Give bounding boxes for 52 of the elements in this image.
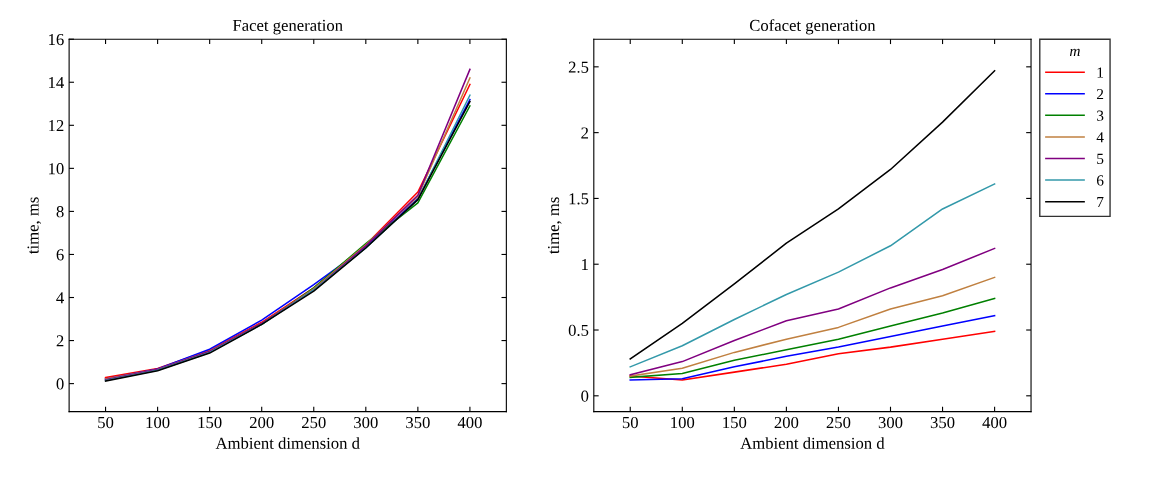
x-tick-label: 50: [98, 416, 114, 429]
x-tick-label: 250: [826, 416, 851, 429]
legend-label: 1: [1097, 67, 1104, 78]
x-tick-label: 350: [406, 416, 430, 429]
x-tick-label: 200: [774, 416, 799, 429]
y-axis-title: time, ms: [27, 197, 42, 254]
line-series: [629, 330, 996, 381]
y-tick-label: 16: [49, 33, 64, 46]
y-tick-label: 0: [581, 390, 589, 402]
x-tick-label: 350: [930, 416, 955, 429]
line-series: [629, 297, 996, 379]
x-tick-label: 250: [302, 416, 326, 429]
x-tick-label: 300: [878, 416, 903, 429]
legend-title: m: [1069, 48, 1080, 56]
legend-label: 6: [1096, 175, 1104, 186]
y-tick-label: 2: [581, 127, 589, 139]
y-tick-label: 12: [49, 120, 64, 132]
y-tick-label: 1: [582, 259, 588, 270]
line-series: [629, 314, 996, 381]
x-tick-label: 300: [354, 416, 378, 429]
y-tick-label: 0: [56, 378, 64, 390]
chart-title: Facet generation: [232, 19, 343, 35]
y-tick-label: 1.5: [569, 193, 589, 205]
line-series: [629, 183, 996, 368]
y-tick-label: 0.5: [568, 324, 589, 337]
y-tick-label: 2.5: [568, 61, 589, 73]
legend-label: 4: [1096, 132, 1104, 143]
y-tick-label: 6: [56, 249, 64, 261]
x-tick-label: 400: [982, 416, 1007, 429]
x-tick-label: 100: [671, 416, 695, 429]
x-axis-title: Ambient dimension d: [215, 437, 360, 449]
line-series: [629, 276, 996, 377]
x-tick-label: 200: [249, 416, 274, 429]
line-series: [629, 70, 996, 360]
x-tick-label: 50: [622, 416, 638, 429]
chart-title: Cofacet generation: [749, 19, 876, 35]
line-series: [629, 247, 996, 376]
legend-label: 5: [1097, 153, 1104, 164]
y-axis-title: time, ms: [547, 197, 562, 254]
y-tick-label: 14: [49, 77, 64, 89]
legend-label: 2: [1096, 88, 1104, 100]
x-axis-title: Ambient dimension d: [740, 437, 885, 449]
x-tick-label: 150: [723, 416, 747, 429]
y-tick-label: 2: [56, 335, 64, 347]
legend-label: 7: [1097, 197, 1104, 208]
y-tick-label: 8: [56, 206, 64, 218]
x-tick-label: 150: [198, 416, 222, 429]
y-tick-label: 10: [49, 163, 64, 175]
x-tick-label: 400: [457, 416, 482, 429]
x-tick-label: 100: [146, 416, 170, 429]
y-tick-label: 4: [56, 292, 64, 304]
legend-label: 3: [1097, 110, 1104, 121]
